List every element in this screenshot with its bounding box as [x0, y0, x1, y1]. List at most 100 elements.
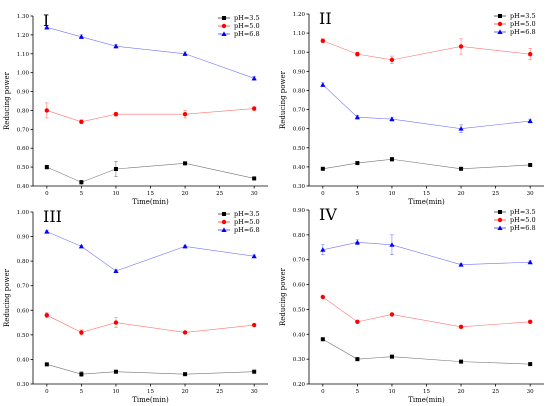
- x-tick-label: 5: [80, 389, 84, 395]
- legend-marker-square: [222, 16, 226, 20]
- y-tick-label: 0.40: [293, 165, 306, 171]
- legend-marker-square: [222, 212, 226, 216]
- legend-label: pH=6.8: [234, 30, 260, 38]
- panel-label: III: [43, 207, 62, 226]
- data-point-square: [320, 337, 325, 342]
- chart-panel-3: 0.30 0.40 0.50 0.60 0.70 0.80 0.90 1.00 0 5 10 15 20…: [3, 207, 268, 404]
- y-tick-label: 0.40: [293, 332, 306, 338]
- legend-marker-triangle: [497, 29, 503, 34]
- data-point-circle: [355, 319, 360, 325]
- data-point-triangle: [354, 114, 360, 120]
- y-tick-label: 0.90: [293, 208, 306, 214]
- series-line: [322, 338, 531, 365]
- y-axis-title: Reducing power: [279, 70, 287, 129]
- x-tick-label: 25: [216, 389, 223, 395]
- x-tick-label: 0: [45, 389, 49, 395]
- series-line: [322, 84, 531, 129]
- data-point-square: [528, 362, 533, 367]
- data-point-triangle: [78, 243, 84, 249]
- y-tick-label: 1.00: [17, 71, 30, 77]
- series-circle: [44, 312, 257, 336]
- chart-panel-4: 0.20 0.30 0.40 0.50 0.60 0.70 0.80 0.90 0 5 10 15 20…: [279, 205, 544, 404]
- data-point-circle: [79, 119, 84, 124]
- legend-label: pH=5.0: [234, 22, 260, 30]
- data-point-triangle: [527, 118, 533, 124]
- data-point-triangle: [113, 43, 119, 49]
- x-tick-label: 30: [251, 191, 258, 197]
- x-tick-label: 5: [356, 191, 360, 197]
- data-point-circle: [44, 108, 50, 113]
- data-point-square: [183, 372, 188, 377]
- chart-panel-1: 0.40 0.50 0.60 0.70 0.80 0.90 1.00 1.10 1.20 1.30…: [3, 11, 268, 206]
- x-tick-label: 10: [112, 389, 119, 395]
- data-point-square: [44, 362, 49, 367]
- legend-label: pH=5.0: [234, 218, 260, 226]
- data-point-circle: [113, 112, 119, 117]
- x-tick-label: 10: [388, 191, 395, 197]
- x-tick-label: 15: [147, 191, 154, 197]
- data-point-square: [528, 162, 533, 167]
- series-triangle: [44, 24, 257, 81]
- legend-label: pH=6.8: [234, 226, 260, 234]
- x-tick-label: 0: [321, 389, 325, 395]
- y-tick-label: 0.40: [17, 184, 30, 190]
- x-axis-title: Time(min): [132, 198, 169, 206]
- series-square: [320, 157, 533, 171]
- data-point-triangle: [78, 34, 84, 39]
- y-tick-label: 0.90: [293, 69, 306, 75]
- data-point-triangle: [320, 82, 326, 87]
- data-point-triangle: [320, 247, 326, 252]
- x-tick-label: 0: [321, 191, 325, 197]
- series-line: [322, 158, 531, 170]
- x-axis-title: Time(min): [408, 198, 445, 206]
- data-point-square: [389, 157, 394, 162]
- x-tick-label: 5: [356, 389, 360, 395]
- data-point-triangle: [44, 229, 50, 234]
- series-circle: [320, 294, 533, 330]
- data-point-square: [459, 359, 464, 364]
- data-point-circle: [113, 320, 119, 325]
- legend-marker-circle: [497, 21, 503, 27]
- data-point-triangle: [113, 268, 119, 273]
- y-tick-label: 0.40: [17, 357, 30, 363]
- x-tick-label: 15: [423, 389, 430, 395]
- legend-label: pH=3.5: [234, 14, 260, 22]
- data-point-circle: [527, 319, 533, 325]
- data-point-triangle: [44, 24, 50, 30]
- x-tick-label: 20: [458, 191, 465, 197]
- data-point-circle: [320, 38, 326, 43]
- data-point-square: [355, 357, 360, 362]
- y-tick-label: 0.80: [293, 233, 306, 239]
- y-tick-label: 0.80: [17, 259, 30, 265]
- data-point-square: [320, 166, 325, 171]
- x-tick-label: 15: [423, 191, 430, 197]
- series-triangle: [320, 82, 533, 133]
- legend-marker-circle: [497, 217, 503, 223]
- y-tick-label: 1.10: [17, 52, 30, 58]
- series-line: [46, 163, 255, 183]
- data-point-square: [252, 369, 257, 374]
- data-point-square: [183, 161, 188, 166]
- x-tick-label: 25: [492, 191, 499, 197]
- legend-marker-circle: [221, 219, 227, 225]
- y-tick-label: 1.20: [17, 33, 30, 39]
- y-axis-title: Reducing power: [279, 267, 287, 326]
- x-axis-title: Time(min): [132, 396, 169, 404]
- series-circle: [320, 38, 533, 64]
- y-tick-label: 0.30: [17, 382, 30, 388]
- y-tick-label: 0.80: [293, 88, 306, 94]
- panel-label: II: [319, 9, 332, 28]
- data-point-circle: [389, 57, 395, 63]
- data-point-triangle: [182, 51, 188, 56]
- legend-label: pH=6.8: [510, 224, 536, 232]
- y-tick-label: 0.50: [293, 146, 306, 152]
- data-point-triangle: [182, 243, 188, 249]
- series-line: [46, 231, 255, 272]
- legend-label: pH=3.5: [234, 210, 260, 218]
- y-tick-label: 0.70: [17, 284, 30, 290]
- x-tick-label: 20: [182, 389, 189, 395]
- data-point-triangle: [458, 262, 464, 267]
- x-axis-title: Time(min): [408, 396, 445, 404]
- legend-marker-triangle: [497, 225, 503, 230]
- y-tick-label: 0.30: [293, 357, 306, 363]
